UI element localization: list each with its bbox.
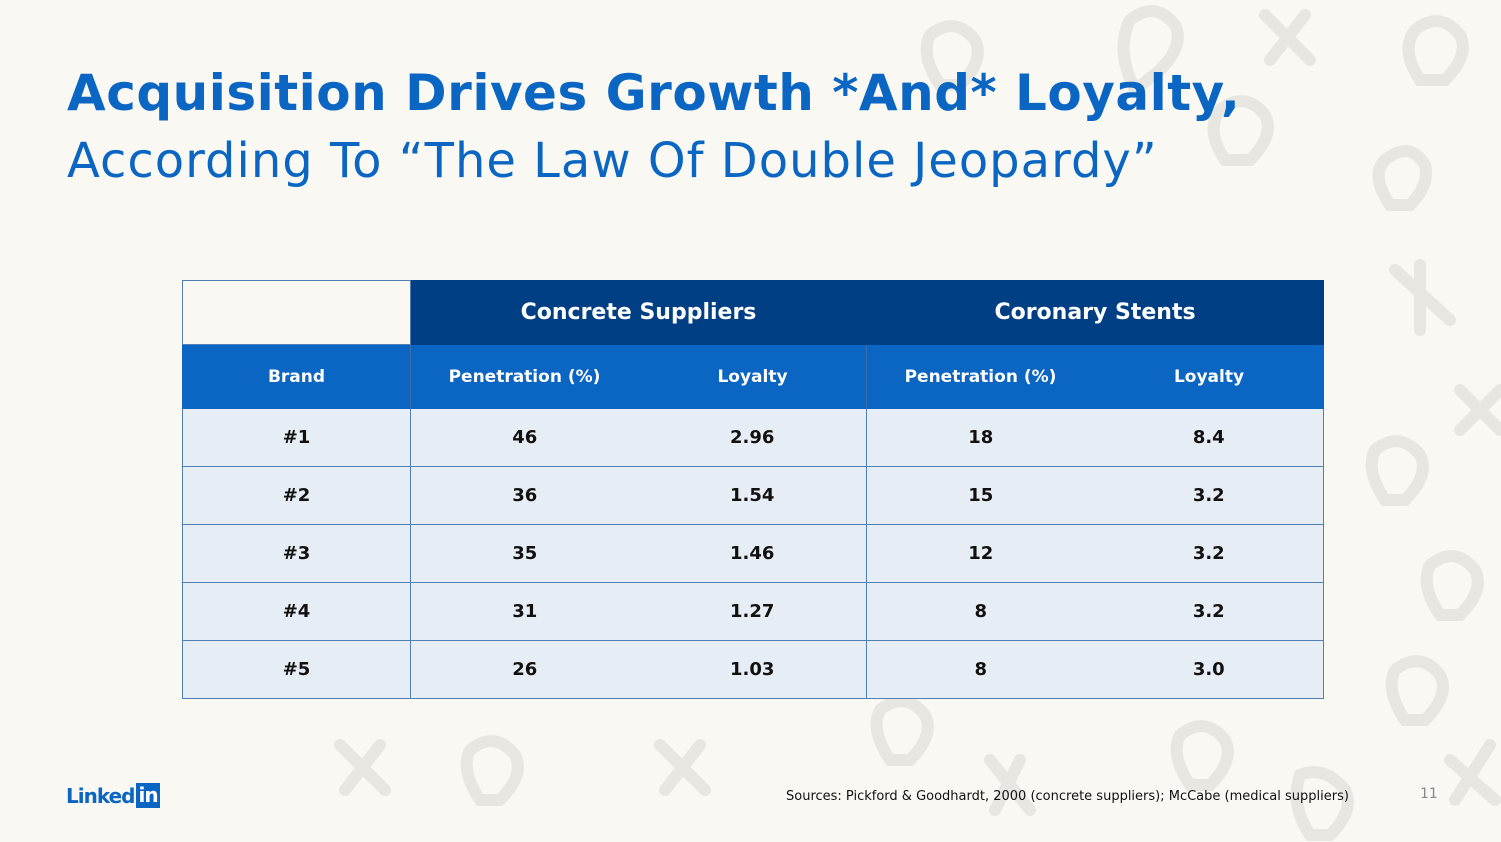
blank-header-cell	[182, 280, 411, 345]
table-row: #4 31 1.27 8 3.2	[182, 582, 1325, 641]
logo-text: Linked	[66, 783, 135, 808]
column-header: Penetration (%)	[410, 344, 639, 409]
value-cell: 1.27	[638, 582, 867, 641]
page-number: 11	[1420, 786, 1438, 802]
table-row: #3 35 1.46 12 3.2	[182, 524, 1325, 583]
sources-note: Sources: Pickford & Goodhardt, 2000 (con…	[786, 789, 1349, 804]
column-header: Loyalty	[638, 344, 867, 409]
value-cell: 46	[410, 408, 639, 467]
group-header-stents: Coronary Stents	[865, 280, 1325, 345]
table-row: #5 26 1.03 8 3.0	[182, 640, 1325, 699]
table-row: #1 46 2.96 18 8.4	[182, 408, 1325, 467]
value-cell: 12	[866, 524, 1095, 583]
brand-cell: #3	[182, 524, 411, 583]
slide-title: Acquisition Drives Growth *And* Loyalty,…	[67, 58, 1240, 194]
column-header: Penetration (%)	[866, 344, 1095, 409]
value-cell: 3.2	[1094, 582, 1325, 641]
value-cell: 1.03	[638, 640, 867, 699]
value-cell: 8	[866, 640, 1095, 699]
logo-in-box: in	[136, 783, 160, 808]
value-cell: 3.2	[1094, 466, 1325, 525]
value-cell: 3.2	[1094, 524, 1325, 583]
brand-cell: #5	[182, 640, 411, 699]
column-header: Loyalty	[1093, 344, 1325, 409]
value-cell: 1.54	[638, 466, 867, 525]
value-cell: 31	[410, 582, 639, 641]
value-cell: 35	[410, 524, 639, 583]
value-cell: 36	[410, 466, 639, 525]
group-header-concrete: Concrete Suppliers	[410, 280, 867, 345]
value-cell: 18	[866, 408, 1095, 467]
value-cell: 8.4	[1094, 408, 1325, 467]
table-row: #2 36 1.54 15 3.2	[182, 466, 1325, 525]
value-cell: 3.0	[1094, 640, 1325, 699]
brand-cell: #2	[182, 466, 411, 525]
value-cell: 2.96	[638, 408, 867, 467]
group-header-row: Concrete Suppliers Coronary Stents	[182, 280, 1325, 345]
value-cell: 15	[866, 466, 1095, 525]
brand-cell: #1	[182, 408, 411, 467]
title-line-1: Acquisition Drives Growth *And* Loyalty,	[67, 64, 1241, 122]
brand-cell: #4	[182, 582, 411, 641]
title-line-2: According To “The Law Of Double Jeopardy…	[67, 133, 1158, 189]
column-header: Brand	[182, 344, 411, 409]
value-cell: 8	[866, 582, 1095, 641]
double-jeopardy-table: Concrete Suppliers Coronary Stents Brand…	[182, 280, 1325, 699]
linkedin-logo: Linked in	[66, 783, 160, 808]
value-cell: 26	[410, 640, 639, 699]
value-cell: 1.46	[638, 524, 867, 583]
column-header-row: Brand Penetration (%) Loyalty Penetratio…	[182, 344, 1325, 409]
